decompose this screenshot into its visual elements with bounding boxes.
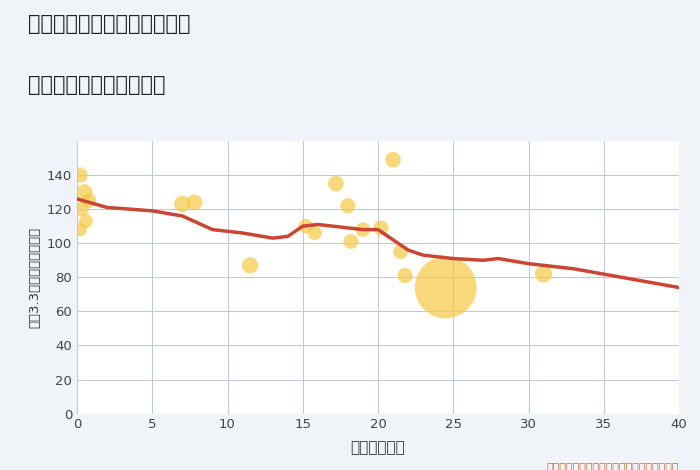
Point	[440, 284, 452, 291]
Text: 築年数別中古戸建て価格: 築年数別中古戸建て価格	[28, 75, 165, 95]
Point	[74, 226, 85, 233]
Point	[330, 180, 342, 188]
Point	[74, 171, 85, 179]
Point	[80, 217, 92, 225]
Point	[76, 205, 87, 213]
X-axis label: 築年数（年）: 築年数（年）	[351, 440, 405, 455]
Point	[83, 197, 94, 204]
Point	[342, 202, 354, 210]
Y-axis label: 坪（3.3㎡）単価（万円）: 坪（3.3㎡）単価（万円）	[28, 227, 41, 328]
Point	[176, 200, 188, 208]
Point	[357, 226, 368, 233]
Point	[79, 188, 90, 196]
Point	[244, 262, 256, 269]
Point	[538, 270, 549, 278]
Point	[388, 156, 399, 164]
Point	[400, 272, 411, 279]
Point	[395, 248, 406, 256]
Point	[300, 222, 312, 230]
Point	[189, 198, 200, 206]
Text: 円の大きさは、取引のあった物件面積を示す: 円の大きさは、取引のあった物件面積を示す	[547, 462, 679, 470]
Point	[375, 224, 386, 232]
Point	[345, 238, 356, 245]
Point	[309, 229, 321, 237]
Text: 兵庫県西宮市上ヶ原四番町の: 兵庫県西宮市上ヶ原四番町の	[28, 14, 190, 34]
